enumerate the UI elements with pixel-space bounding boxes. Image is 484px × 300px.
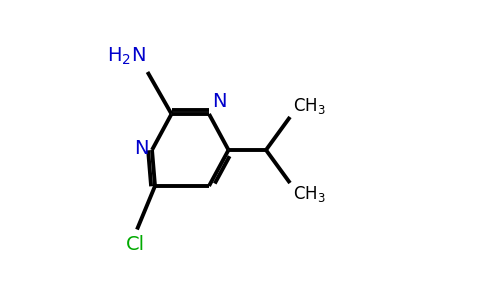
Text: CH$_3$: CH$_3$ xyxy=(293,95,326,116)
Text: Cl: Cl xyxy=(126,236,145,254)
Text: N: N xyxy=(212,92,227,111)
Text: H$_2$N: H$_2$N xyxy=(107,46,146,68)
Text: N: N xyxy=(134,139,149,158)
Text: CH$_3$: CH$_3$ xyxy=(293,184,326,205)
